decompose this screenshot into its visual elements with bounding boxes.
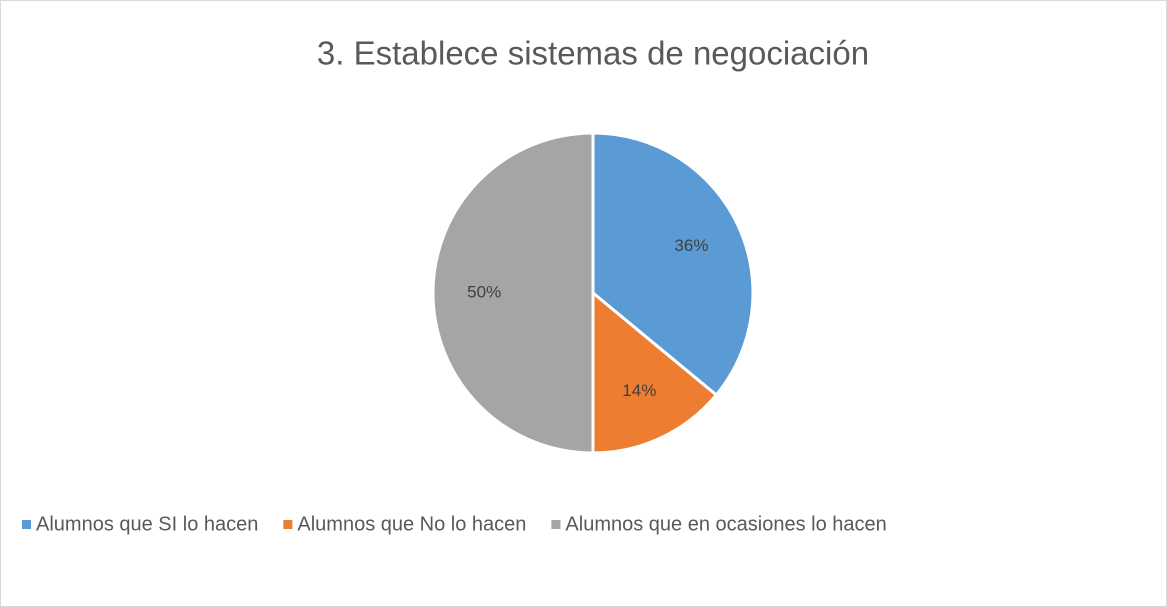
legend-marker [283, 520, 293, 529]
data-label: 14% [622, 381, 656, 400]
legend-marker [551, 520, 561, 529]
legend-label: Alumnos que en ocasiones lo hacen [565, 513, 886, 535]
pie-slice [591, 289, 719, 455]
chart-title: 3. Establece sistemas de negociación [317, 35, 869, 72]
legend-label: Alumnos que SI lo hacen [36, 513, 258, 535]
legend-marker [22, 520, 31, 529]
pie-slice [431, 131, 595, 455]
legend-label: Alumnos que No lo hacen [297, 513, 526, 535]
pie-slice [591, 131, 755, 398]
data-label: 50% [467, 282, 501, 301]
data-label: 36% [674, 236, 708, 255]
